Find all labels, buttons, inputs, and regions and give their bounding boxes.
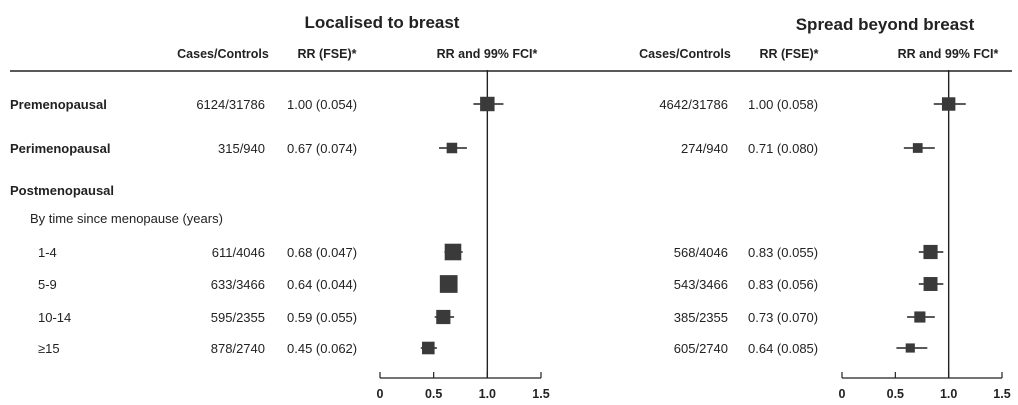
col-head-cases-right: Cases/Controls xyxy=(639,47,731,61)
row-label-10-14: 10-14 xyxy=(38,310,71,325)
forest-panel-spread: 0 0.5 1.0 1.5 4642/31786 1.00 (0.058) 274/940 0… xyxy=(659,70,1011,401)
x-tick-label-localised-2: 1.0 xyxy=(479,387,496,401)
rr-fse-localised-perimenopausal: 0.67 (0.074) xyxy=(287,141,357,156)
rr-fse-spread-premenopausal: 1.00 (0.058) xyxy=(748,97,818,112)
col-head-cases-left: Cases/Controls xyxy=(177,47,269,61)
rr-marker-localised-1-4 xyxy=(444,243,462,261)
x-tick-label-spread-2: 1.0 xyxy=(940,387,957,401)
x-tick-label-spread-0: 0 xyxy=(839,387,846,401)
cases-controls-localised-perimenopausal: 315/940 xyxy=(218,141,265,156)
rr-fse-localised-premenopausal: 1.00 (0.054) xyxy=(287,97,357,112)
col-head-ci-left: RR and 99% FCI* xyxy=(437,47,538,61)
rr-fse-localised-1-4: 0.68 (0.047) xyxy=(287,245,357,260)
rr-marker-localised-ge15 xyxy=(422,341,435,355)
cases-controls-spread-perimenopausal: 274/940 xyxy=(681,141,728,156)
row-label-perimenopausal: Perimenopausal xyxy=(10,141,110,156)
rr-marker-localised-10-14 xyxy=(436,309,451,325)
rr-fse-localised-10-14: 0.59 (0.055) xyxy=(287,310,357,325)
x-tick-label-spread-3: 1.5 xyxy=(993,387,1010,401)
row-label-1-4: 1-4 xyxy=(38,245,57,260)
rr-fse-spread-5-9: 0.83 (0.056) xyxy=(748,277,818,292)
row-label-by-time-since-menopause-years: By time since menopause (years) xyxy=(30,211,223,226)
rr-marker-spread-5-9 xyxy=(923,277,938,291)
row-label-postmenopausal: Postmenopausal xyxy=(10,183,114,198)
rr-fse-spread-ge15: 0.64 (0.085) xyxy=(748,341,818,356)
panel-title-spread: Spread beyond breast xyxy=(796,15,975,34)
cases-controls-localised-10-14: 595/2355 xyxy=(211,310,265,325)
rr-fse-localised-5-9: 0.64 (0.044) xyxy=(287,277,357,292)
row-label-premenopausal: Premenopausal xyxy=(10,97,107,112)
row-label-ge15: ≥15 xyxy=(38,341,60,356)
cases-controls-localised-ge15: 878/2740 xyxy=(211,341,265,356)
x-tick-label-localised-1: 0.5 xyxy=(425,387,442,401)
rr-marker-localised-perimenopausal xyxy=(446,142,458,154)
rr-marker-spread-ge15 xyxy=(905,343,915,353)
rr-fse-spread-perimenopausal: 0.71 (0.080) xyxy=(748,141,818,156)
x-tick-label-spread-1: 0.5 xyxy=(887,387,904,401)
rr-fse-spread-10-14: 0.73 (0.070) xyxy=(748,310,818,325)
rr-marker-localised-5-9 xyxy=(439,275,458,293)
forest-panel-localised: 0 0.5 1.0 1.5 6124/31786 1.00 (0.054) 315/940 0… xyxy=(196,70,550,401)
rr-marker-spread-1-4 xyxy=(923,244,938,260)
rr-marker-spread-perimenopausal xyxy=(912,143,923,153)
rr-marker-spread-premenopausal xyxy=(941,97,956,111)
row-label-5-9: 5-9 xyxy=(38,277,57,292)
cases-controls-localised-5-9: 633/3466 xyxy=(211,277,265,292)
x-tick-label-localised-3: 1.5 xyxy=(532,387,549,401)
rr-fse-localised-ge15: 0.45 (0.062) xyxy=(287,341,357,356)
col-head-rr-right: RR (FSE)* xyxy=(759,47,818,61)
rr-marker-localised-premenopausal xyxy=(480,96,495,112)
cases-controls-spread-5-9: 543/3466 xyxy=(674,277,728,292)
rr-fse-spread-1-4: 0.83 (0.055) xyxy=(748,245,818,260)
rr-marker-spread-10-14 xyxy=(914,311,926,323)
x-tick-label-localised-0: 0 xyxy=(377,387,384,401)
cases-controls-spread-ge15: 605/2740 xyxy=(674,341,728,356)
cases-controls-spread-10-14: 385/2355 xyxy=(674,310,728,325)
cases-controls-spread-1-4: 568/4046 xyxy=(674,245,728,260)
panel-title-localised: Localised to breast xyxy=(305,13,460,32)
cases-controls-localised-premenopausal: 6124/31786 xyxy=(196,97,265,112)
cases-controls-localised-1-4: 611/4046 xyxy=(212,245,265,260)
col-head-rr-left: RR (FSE)* xyxy=(297,47,356,61)
cases-controls-spread-premenopausal: 4642/31786 xyxy=(659,97,728,112)
col-head-ci-right: RR and 99% FCI* xyxy=(898,47,999,61)
row-labels: Premenopausal Perimenopausal Postmenopausa… xyxy=(10,97,223,356)
